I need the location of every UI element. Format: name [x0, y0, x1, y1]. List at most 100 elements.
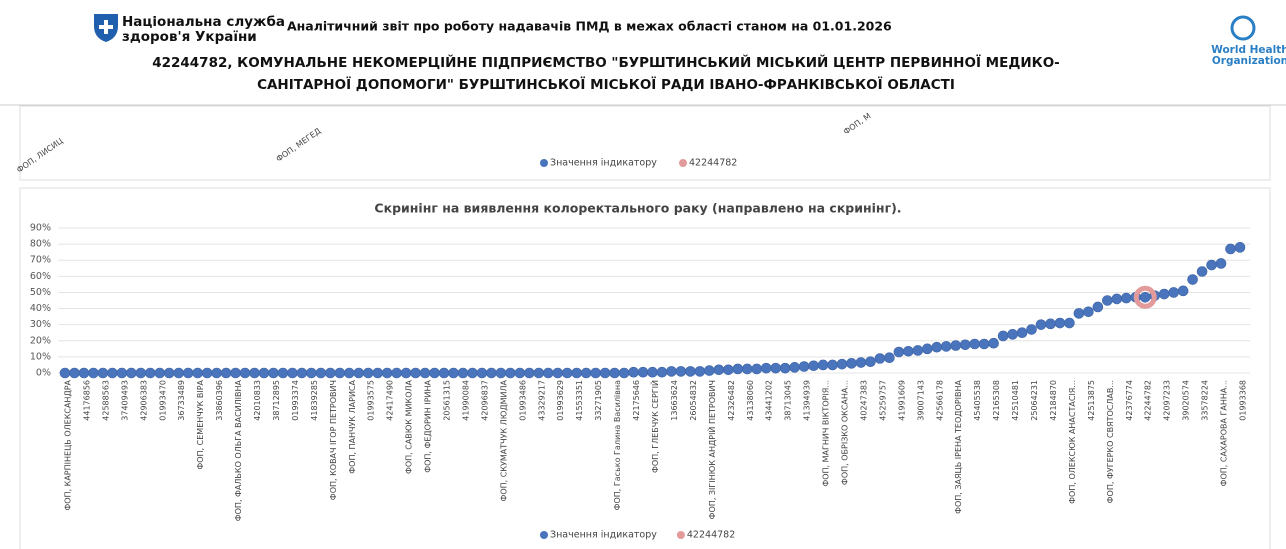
data-point	[647, 366, 658, 378]
data-point	[760, 362, 772, 374]
x-tick-label: 01993629	[556, 380, 565, 421]
y-tick-label: 0%	[36, 368, 51, 379]
x-tick-label: 45259757	[878, 380, 887, 421]
data-point	[940, 341, 952, 352]
data-point	[135, 367, 147, 379]
data-point	[666, 366, 677, 377]
data-point	[154, 367, 166, 379]
x-tick-label: 42376774	[1125, 380, 1134, 421]
data-point	[618, 367, 630, 379]
x-tick-label: 42096837	[480, 380, 489, 421]
data-point	[552, 367, 564, 379]
data-point	[486, 367, 497, 379]
x-tick-label: 42513875	[1087, 380, 1096, 421]
data-point	[732, 363, 744, 375]
data-point	[779, 362, 791, 374]
who-name: Organization	[1212, 55, 1286, 67]
data-point	[505, 367, 516, 379]
y-tick-label: 60%	[30, 271, 51, 282]
legend-label: 42244782	[689, 158, 737, 169]
x-tick-label: ФОП, КОВАЧ ІГОР ПЕТРОВИЧ	[329, 380, 338, 500]
data-point	[239, 367, 251, 379]
legend-swatch	[676, 531, 685, 539]
who-name: World Health	[1211, 44, 1286, 56]
data-point	[542, 367, 554, 379]
data-point	[448, 367, 459, 379]
data-point	[1073, 308, 1085, 319]
data-point	[713, 364, 725, 376]
x-tick-label: 25064231	[1030, 380, 1039, 421]
data-point	[836, 358, 848, 370]
x-tick-label: 41990084	[461, 380, 470, 421]
data-point	[741, 363, 753, 375]
x-tick-label: 42184870	[1049, 380, 1058, 421]
data-point	[1225, 243, 1236, 255]
legend-swatch	[540, 531, 548, 539]
data-point	[220, 367, 232, 379]
data-point	[325, 367, 336, 379]
who-emblem	[1230, 15, 1256, 41]
data-point	[694, 366, 706, 377]
data-point	[704, 365, 715, 376]
legend-swatch	[679, 159, 687, 167]
data-point	[959, 339, 971, 351]
x-tick-label: 33271905	[594, 380, 603, 421]
x-tick-label: ФОП, ФЕДОРИН ІРИНА	[424, 379, 433, 472]
data-point	[590, 367, 601, 379]
data-point	[1215, 258, 1227, 269]
x-tick-label: 43441202	[765, 380, 774, 421]
x-tick-label: ФОП, САВЮК МИКОЛА	[405, 379, 414, 474]
data-point	[770, 362, 781, 374]
data-point	[533, 367, 545, 379]
chart-title: Скринінг на виявлення колоректального ра…	[374, 201, 901, 216]
x-tick-label: 38713045	[784, 380, 793, 421]
x-tick-label: ФОП, ПАНЧУК ЛАРИСА	[348, 379, 357, 473]
x-tick-label: 39007143	[916, 380, 925, 421]
data-point	[798, 361, 810, 372]
highlight-point	[1133, 285, 1157, 309]
x-tick-label: 33860396	[215, 380, 224, 421]
x-tick-label: ФОП, Гасько Галина Василівна	[613, 380, 622, 510]
data-point	[429, 367, 440, 379]
legend-label: 42244782	[687, 530, 735, 541]
x-tick-label: ФОП, ЗІГІНЮК АНДРІЙ ПЕТРОВИЧ	[706, 380, 717, 519]
data-point	[808, 360, 819, 372]
y-tick-label: 20%	[30, 335, 51, 346]
x-tick-label: 41553351	[575, 380, 584, 421]
y-tick-label: 50%	[30, 287, 51, 298]
org-name: Національна служба	[122, 14, 285, 30]
data-point	[931, 341, 943, 353]
data-point	[163, 367, 175, 379]
data-point	[182, 367, 194, 379]
data-point	[1206, 259, 1217, 271]
data-point	[751, 363, 763, 375]
x-tick-label: 42906383	[139, 380, 148, 421]
data-point	[1064, 317, 1075, 329]
legend-label: Значення індикатору	[550, 158, 657, 169]
data-point	[249, 367, 260, 379]
report-title: Аналітичний звіт про роботу надавачів ПМ…	[287, 19, 892, 34]
y-tick-label: 70%	[30, 255, 51, 266]
top-panel	[19, 105, 1271, 181]
x-tick-label: 45405538	[973, 380, 982, 421]
data-point	[391, 367, 402, 379]
legend-swatch	[540, 159, 548, 167]
x-tick-label: 40247383	[859, 380, 868, 421]
data-point	[921, 343, 933, 355]
data-point	[571, 367, 582, 379]
data-point	[789, 362, 800, 373]
data-point	[438, 367, 450, 379]
x-tick-label: 42165308	[992, 380, 1001, 421]
x-tick-label: 33578224	[1201, 380, 1210, 421]
facility-name: САНІТАРНОЇ ДОПОМОГИ" БУРШТИНСЬКОЇ МІСЬКО…	[257, 76, 955, 93]
y-tick-label: 90%	[30, 223, 51, 234]
x-tick-label: ФОП, СКУМАТЧУК ЛЮДМИЛА	[499, 379, 508, 501]
y-tick-label: 30%	[30, 319, 51, 330]
x-tick-label: 39020574	[1182, 380, 1191, 421]
plot: 0% 10% 20% 30% 40% 50% 60% 70% 80% 90% ФОП, КАРПІН…	[30, 223, 1250, 541]
y-tick-label: 10%	[30, 351, 51, 362]
data-point	[97, 367, 109, 379]
data-point	[306, 367, 317, 379]
data-point	[1026, 324, 1037, 335]
